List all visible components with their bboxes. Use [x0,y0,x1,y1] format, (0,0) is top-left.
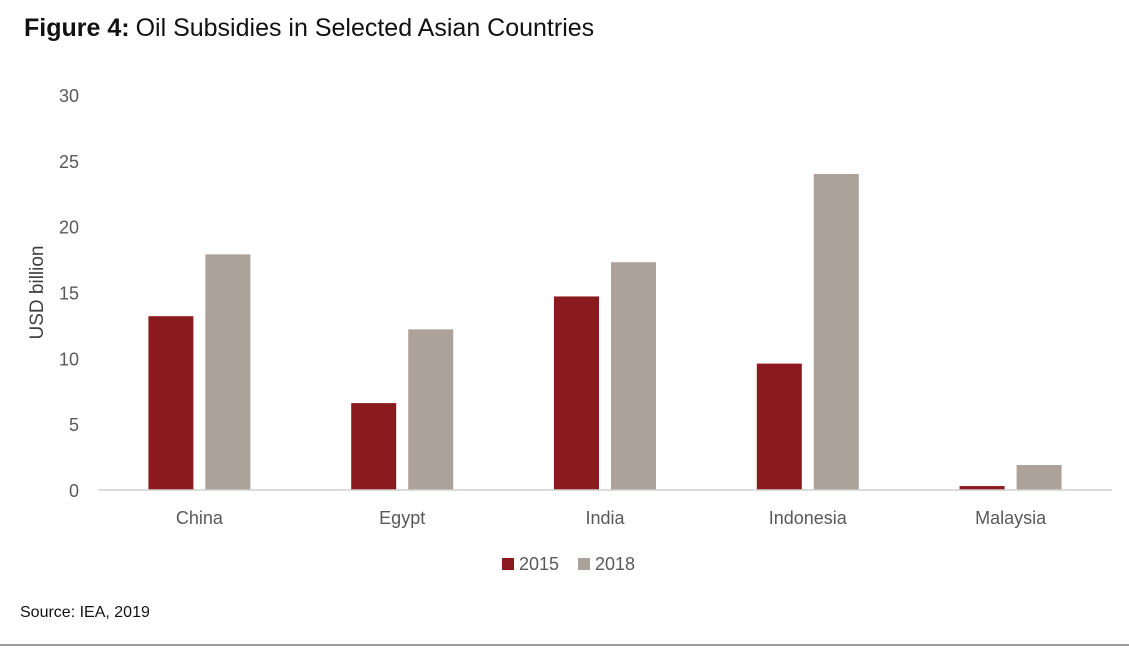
y-tick-label: 25 [59,152,79,172]
y-tick-label: 20 [59,218,79,238]
bar-chart: 0 5 10 15 20 25 30 USD billion China Egypt India In… [27,86,1112,574]
figure-label: Figure 4 [24,14,122,42]
y-axis-title: USD billion [27,246,48,340]
source-note: Source: IEA, 2019 [20,604,150,621]
bar-2015-malaysia [959,486,1005,490]
y-tick-label: 10 [59,349,79,369]
bar-2018-china [205,254,251,490]
x-tick-label: China [176,508,224,528]
bar-2018-malaysia [1016,464,1062,490]
y-tick-label: 0 [69,481,79,501]
figure-title-separator: : [121,14,130,42]
bottom-divider [0,644,1129,646]
legend-label: 2015 [519,554,559,574]
bar-2015-china [148,316,194,490]
y-tick-label: 15 [59,284,79,304]
y-tick-label: 5 [69,415,79,435]
bar-2015-egypt [351,403,397,490]
x-tick-label: Egypt [379,508,425,528]
bar-2018-indonesia [813,174,859,490]
figure-title-text: Oil Subsidies in Selected Asian Countrie… [135,14,595,42]
x-tick-label: Malaysia [975,508,1047,528]
bar-2015-india [554,296,599,490]
figure-title: Figure 4: Oil Subsidies in Selected Asian… [24,14,594,43]
bar-2018-india [611,262,656,490]
legend-swatch [502,558,514,570]
x-tick-label: Indonesia [769,508,848,528]
legend-label: 2018 [595,554,635,574]
y-tick-label: 30 [59,86,79,106]
x-tick-label: India [585,508,625,528]
bar-2015-indonesia [756,363,802,490]
legend-swatch [578,558,590,570]
bar-2018-egypt [408,329,454,490]
